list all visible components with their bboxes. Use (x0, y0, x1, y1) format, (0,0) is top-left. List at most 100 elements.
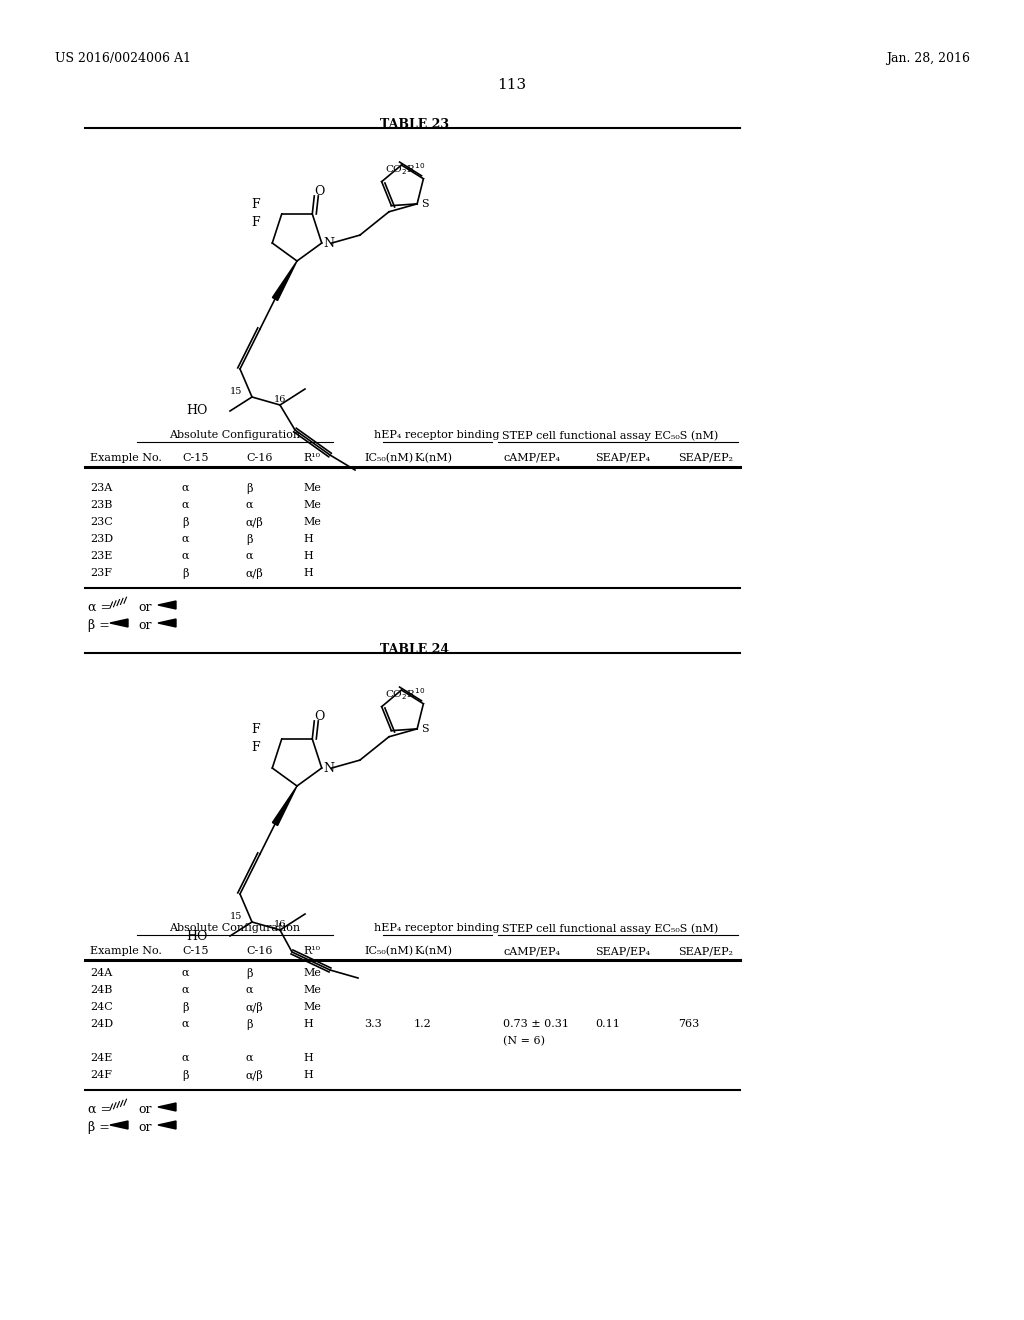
Text: 23C: 23C (90, 517, 113, 527)
Text: α/β: α/β (246, 1002, 264, 1012)
Text: β: β (246, 968, 253, 979)
Text: 24D: 24D (90, 1019, 113, 1030)
Text: SEAP/EP₂: SEAP/EP₂ (678, 946, 733, 956)
Text: 3.3: 3.3 (364, 1019, 382, 1030)
Text: β: β (182, 517, 188, 528)
Text: 16: 16 (274, 920, 287, 929)
Text: 24F: 24F (90, 1071, 112, 1080)
Text: 113: 113 (498, 78, 526, 92)
Text: R¹⁰: R¹⁰ (303, 946, 319, 956)
Text: α: α (246, 985, 254, 995)
Text: TABLE 24: TABLE 24 (381, 643, 450, 656)
Text: Jan. 28, 2016: Jan. 28, 2016 (886, 51, 970, 65)
Text: F: F (251, 198, 260, 211)
Text: TABLE 23: TABLE 23 (381, 117, 450, 131)
Text: H: H (303, 1019, 312, 1030)
Text: cAMP/EP₄: cAMP/EP₄ (503, 946, 560, 956)
Text: CO$_2$R$^{10}$: CO$_2$R$^{10}$ (385, 686, 425, 702)
Text: Me: Me (303, 968, 321, 978)
Text: or: or (138, 619, 152, 632)
Text: Me: Me (303, 500, 321, 510)
Text: STEP cell functional assay EC₅₀S (nM): STEP cell functional assay EC₅₀S (nM) (502, 923, 718, 933)
Text: 15: 15 (229, 912, 242, 921)
Text: IC₅₀(nM): IC₅₀(nM) (364, 946, 413, 956)
Text: SEAP/EP₂: SEAP/EP₂ (678, 453, 733, 463)
Text: α: α (182, 985, 189, 995)
Text: 23E: 23E (90, 550, 113, 561)
Text: 23B: 23B (90, 500, 113, 510)
Text: 23A: 23A (90, 483, 113, 492)
Text: Me: Me (303, 517, 321, 527)
Text: Absolute Configuration: Absolute Configuration (169, 430, 301, 440)
Text: α =: α = (88, 601, 112, 614)
Text: α: α (182, 1019, 189, 1030)
Text: O: O (314, 710, 325, 723)
Text: α/β: α/β (246, 568, 264, 579)
Text: S: S (421, 199, 429, 209)
Text: H: H (303, 568, 312, 578)
Text: α: α (182, 483, 189, 492)
Text: S: S (421, 723, 429, 734)
Text: C-15: C-15 (182, 946, 209, 956)
Text: Kᵢ(nM): Kᵢ(nM) (414, 946, 452, 956)
Text: C-15: C-15 (182, 453, 209, 463)
Text: β =: β = (88, 619, 110, 632)
Text: F: F (251, 216, 260, 230)
Text: α: α (246, 550, 254, 561)
Text: α: α (182, 535, 189, 544)
Text: α: α (246, 500, 254, 510)
Text: α: α (182, 1053, 189, 1063)
Text: R¹⁰: R¹⁰ (303, 453, 319, 463)
Text: 24E: 24E (90, 1053, 113, 1063)
Text: Me: Me (303, 985, 321, 995)
Text: β: β (182, 1002, 188, 1012)
Text: SEAP/EP₄: SEAP/EP₄ (595, 946, 650, 956)
Text: IC₅₀(nM): IC₅₀(nM) (364, 453, 413, 463)
Text: HO: HO (186, 404, 208, 417)
Text: CO$_2$R$^{10}$: CO$_2$R$^{10}$ (385, 161, 425, 177)
Text: α/β: α/β (246, 517, 264, 528)
Text: Example No.: Example No. (90, 946, 162, 956)
Text: 0.11: 0.11 (595, 1019, 620, 1030)
Text: H: H (303, 550, 312, 561)
Text: STEP cell functional assay EC₅₀S (nM): STEP cell functional assay EC₅₀S (nM) (502, 430, 718, 441)
Text: F: F (251, 723, 260, 737)
Text: 1.2: 1.2 (414, 1019, 432, 1030)
Text: hEP₄ receptor binding: hEP₄ receptor binding (374, 430, 500, 440)
Text: β: β (246, 535, 253, 545)
Polygon shape (110, 1121, 128, 1129)
Text: 15: 15 (229, 387, 242, 396)
Text: Example No.: Example No. (90, 453, 162, 463)
Text: α: α (182, 550, 189, 561)
Text: SEAP/EP₄: SEAP/EP₄ (595, 453, 650, 463)
Text: α =: α = (88, 1104, 112, 1115)
Polygon shape (272, 785, 297, 825)
Text: cAMP/EP₄: cAMP/EP₄ (503, 453, 560, 463)
Text: 24B: 24B (90, 985, 113, 995)
Text: or: or (138, 1104, 152, 1115)
Text: 24C: 24C (90, 1002, 113, 1012)
Text: α/β: α/β (246, 1071, 264, 1081)
Text: Me: Me (303, 483, 321, 492)
Polygon shape (158, 619, 176, 627)
Text: 23D: 23D (90, 535, 113, 544)
Text: β: β (182, 568, 188, 579)
Text: β: β (246, 1019, 253, 1030)
Text: β: β (182, 1071, 188, 1081)
Text: HO: HO (186, 929, 208, 942)
Text: α: α (246, 1053, 254, 1063)
Text: β =: β = (88, 1121, 110, 1134)
Text: H: H (303, 535, 312, 544)
Text: Absolute Configuration: Absolute Configuration (169, 923, 301, 933)
Text: C-16: C-16 (246, 453, 272, 463)
Polygon shape (158, 1121, 176, 1129)
Polygon shape (158, 1104, 176, 1111)
Text: hEP₄ receptor binding: hEP₄ receptor binding (374, 923, 500, 933)
Text: Me: Me (303, 1002, 321, 1012)
Text: C-16: C-16 (246, 946, 272, 956)
Text: β: β (246, 483, 253, 494)
Text: N: N (324, 762, 335, 775)
Text: Kᵢ(nM): Kᵢ(nM) (414, 453, 452, 463)
Text: 16: 16 (274, 395, 287, 404)
Text: α: α (182, 968, 189, 978)
